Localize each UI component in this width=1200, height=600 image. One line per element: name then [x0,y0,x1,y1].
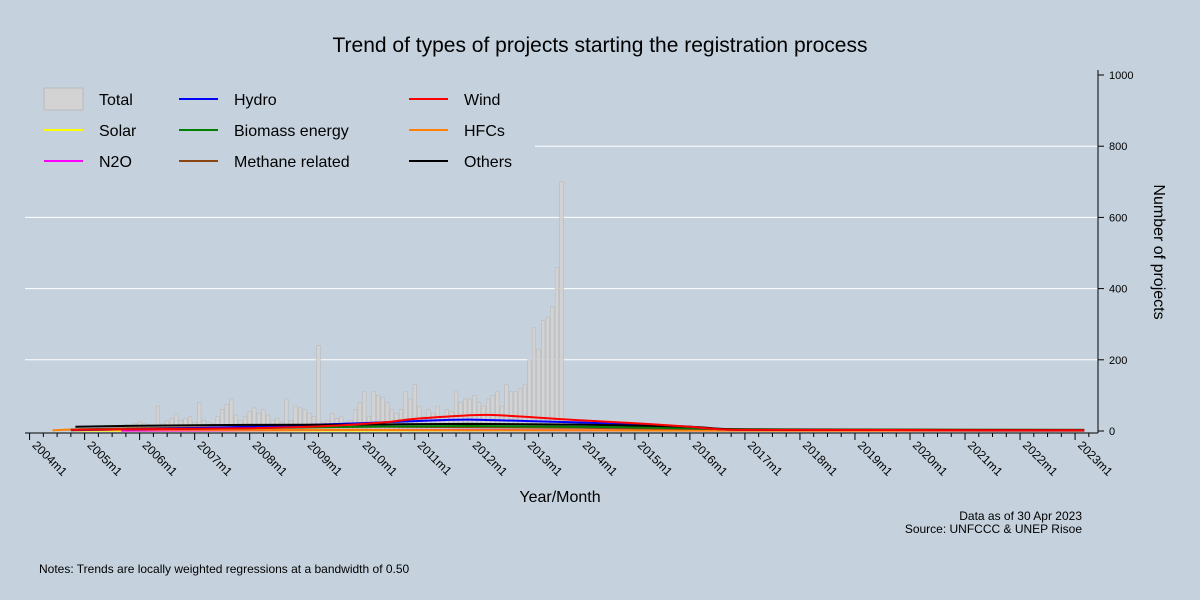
x-axis-label: Year/Month [519,489,600,506]
y-tick-label: 800 [1109,141,1127,153]
x-tick-label: 2019m1 [855,438,896,479]
bar-total [431,412,436,432]
legend: Total Hydro Wind Solar Biomass energy HFCs N2O… [25,80,535,180]
bar-total [449,411,454,432]
x-tick-label: 2009m1 [305,438,346,479]
x-tick-label: 2011m1 [415,438,455,478]
x-tick-label: 2006m1 [140,438,181,479]
notes-text: Notes: Trends are locally weighted regre… [39,562,410,576]
bar-total [550,306,555,432]
x-tick-label: 2004m1 [29,438,70,479]
bar-total [316,345,321,432]
chart-title: Trend of types of projects starting the … [333,34,868,57]
legend-label-total: Total [99,92,133,109]
x-tick-label: 2016m1 [690,438,731,479]
x-tick-label: 2014m1 [580,438,621,479]
legend-label-hfcs: HFCs [464,123,505,140]
y-tick-label: 200 [1109,355,1127,367]
x-tick-label: 2015m1 [635,438,676,479]
x-tick-label: 2007m1 [195,438,236,479]
data-date-annotation: Data as of 30 Apr 2023 [959,509,1082,523]
x-tick-label: 2022m1 [1020,438,1061,479]
legend-background [25,80,535,180]
x-tick-label: 2020m1 [910,438,951,479]
line-wind [70,413,1085,432]
bar-total [353,409,358,432]
x-tick-label: 2023m1 [1075,438,1116,479]
bar-total [545,316,550,432]
bar-total [531,327,537,432]
bar-total [554,266,560,432]
bar-total [541,320,546,432]
y-axis-label: Number of projects [1150,184,1167,319]
legend-label-methane-related: Methane related [234,154,350,171]
trend-lines [52,413,1085,432]
x-tick-label: 2017m1 [745,438,786,479]
legend-swatch-total [43,87,84,111]
legend-label-biomass-energy: Biomass energy [234,123,349,140]
x-tick-label: 2013m1 [525,438,566,479]
x-tick-label: 2021m1 [965,438,1006,479]
bars-total [73,181,564,432]
bar-total [559,181,564,432]
bar-total [495,391,500,432]
y-tick-label: 600 [1109,212,1127,224]
y-tick-label: 400 [1109,284,1127,296]
bar-total [330,412,335,432]
y-tick-label: 0 [1109,426,1115,438]
legend-label-n2o: N2O [99,154,132,171]
x-tick-label: 2005m1 [84,438,125,479]
legend-label-hydro: Hydro [234,92,277,109]
x-tick-label: 2012m1 [470,438,511,479]
legend-label-wind: Wind [464,92,500,109]
legend-label-others: Others [464,154,512,171]
source-annotation: Source: UNFCCC & UNEP Risoe [905,522,1082,536]
y-tick-label: 1000 [1109,70,1133,82]
bar-total [197,402,202,432]
legend-label-solar: Solar [99,123,137,140]
x-tick-label: 2018m1 [800,438,841,479]
x-tick-label: 2008m1 [250,438,291,479]
x-tick-label: 2010m1 [360,438,401,479]
